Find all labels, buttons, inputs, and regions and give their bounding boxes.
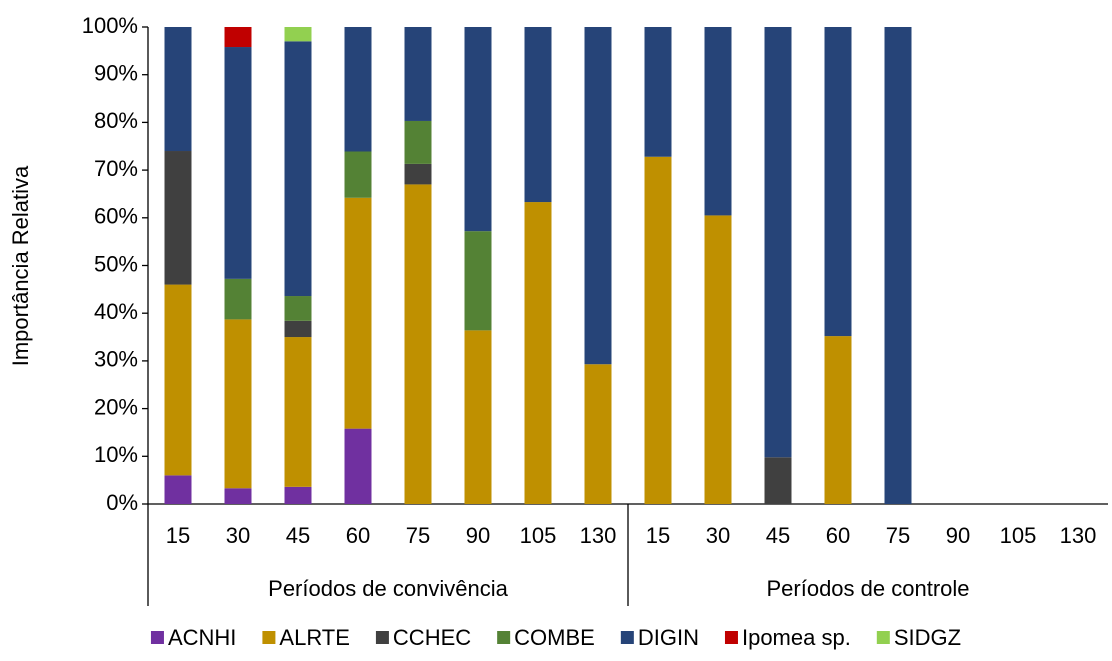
x-tick-label: 60 — [346, 523, 370, 548]
bar-segment — [224, 47, 252, 279]
x-tick-label: 105 — [1000, 523, 1037, 548]
bar-segment — [764, 457, 792, 504]
bar-segment — [704, 27, 732, 216]
bar-segment — [524, 202, 552, 504]
y-tick-label: 60% — [94, 204, 138, 229]
bar-segment — [224, 488, 252, 504]
bar-segment — [344, 27, 372, 152]
bar-segment — [164, 284, 192, 476]
y-tick-label: 90% — [94, 61, 138, 86]
bar-segment — [284, 296, 312, 321]
legend-swatch — [620, 631, 634, 644]
bar-segment — [284, 337, 312, 487]
bar-segment — [884, 27, 912, 504]
bar-segment — [824, 27, 852, 337]
y-tick-label: 0% — [106, 490, 138, 515]
bar-segment — [284, 27, 312, 42]
x-tick-label: 105 — [520, 523, 557, 548]
bar-segment — [224, 278, 252, 320]
legend-swatch — [375, 631, 389, 644]
y-tick-label: 80% — [94, 108, 138, 133]
bar-segment — [224, 319, 252, 489]
group-label: Períodos de convivência — [268, 576, 508, 601]
bar-segment — [164, 475, 192, 504]
x-tick-label: 60 — [826, 523, 850, 548]
legend-label: ACNHI — [168, 625, 236, 650]
y-tick-label: 30% — [94, 347, 138, 372]
y-tick-label: 40% — [94, 299, 138, 324]
bar-segment — [404, 120, 432, 164]
x-tick-label: 15 — [166, 523, 190, 548]
legend-swatch — [262, 631, 276, 644]
bar-segment — [524, 27, 552, 203]
bar-segment — [404, 184, 432, 504]
bar-segment — [584, 364, 612, 504]
y-tick-label: 100% — [82, 13, 138, 38]
legend-label: DIGIN — [638, 625, 699, 650]
x-tick-label: 30 — [706, 523, 730, 548]
bar-segment — [704, 215, 732, 505]
x-tick-label: 90 — [466, 523, 490, 548]
bar-segment — [764, 27, 792, 458]
x-tick-label: 75 — [406, 523, 430, 548]
legend-label: CCHEC — [393, 625, 471, 650]
y-tick-label: 20% — [94, 394, 138, 419]
legend-swatch — [876, 631, 890, 644]
bar-segment — [824, 336, 852, 504]
bar-segment — [404, 27, 432, 121]
legend-swatch — [150, 631, 164, 644]
legend-swatch — [724, 631, 738, 644]
x-tick-label: 15 — [646, 523, 670, 548]
bar-segment — [404, 163, 432, 185]
legend-label: ALRTE — [279, 625, 350, 650]
bar-segment — [224, 27, 252, 48]
y-tick-label: 50% — [94, 251, 138, 276]
bar-segment — [464, 330, 492, 504]
x-tick-label: 130 — [580, 523, 617, 548]
legend-label: COMBE — [514, 625, 595, 650]
bar-segment — [644, 27, 672, 157]
bar-segment — [284, 41, 312, 297]
bar-segment — [344, 197, 372, 429]
legend-label: Ipomea sp. — [742, 625, 851, 650]
x-tick-label: 90 — [946, 523, 970, 548]
bar-segment — [584, 27, 612, 365]
bar-segment — [164, 27, 192, 152]
legend-label: SIDGZ — [894, 625, 961, 650]
group-label: Períodos de controle — [766, 576, 969, 601]
bar-segment — [284, 486, 312, 504]
x-tick-label: 30 — [226, 523, 250, 548]
bar-segment — [464, 27, 492, 232]
bar-segment — [284, 320, 312, 338]
bar-segment — [344, 428, 372, 504]
x-tick-label: 45 — [286, 523, 310, 548]
x-tick-label: 45 — [766, 523, 790, 548]
bar-segment — [464, 231, 492, 331]
bar-segment — [164, 151, 192, 285]
x-tick-label: 75 — [886, 523, 910, 548]
y-axis-label: Importância Relativa — [8, 165, 33, 366]
legend-swatch — [497, 631, 511, 644]
x-tick-label: 130 — [1060, 523, 1097, 548]
y-tick-label: 70% — [94, 156, 138, 181]
bar-segment — [644, 156, 672, 504]
bar-segment — [344, 151, 372, 198]
y-tick-label: 10% — [94, 442, 138, 467]
